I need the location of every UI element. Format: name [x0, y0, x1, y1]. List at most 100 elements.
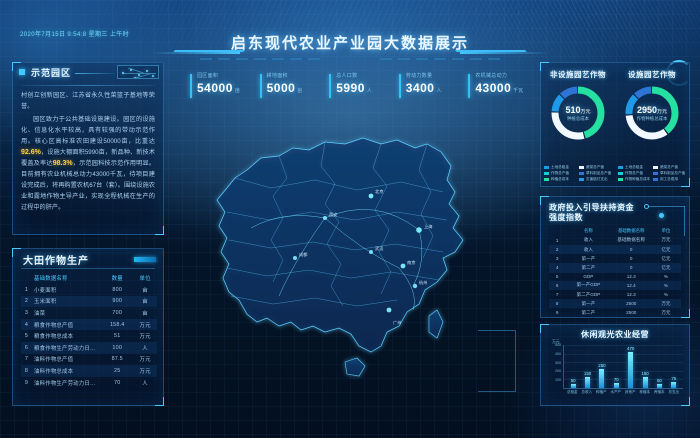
legend-item-0[interactable]: 土地总租金	[618, 165, 651, 170]
crop-cell-name: 油料作物总成本	[32, 365, 102, 377]
gov-cell-name: 第一产	[565, 299, 612, 309]
legend-item-3[interactable]: 草料制品总产值	[579, 171, 612, 176]
legend-swatch	[618, 172, 623, 175]
table-row[interactable]: 2 玉米面积 900 亩	[21, 295, 157, 308]
crop-cell-unit: 万元	[139, 334, 151, 341]
legend-item-2[interactable]: 作物总产值	[618, 171, 651, 176]
header-dashes-left	[200, 58, 320, 60]
table-row[interactable]: 9 油料作物生产劳动力日… 70 人	[21, 377, 157, 389]
gov-cell-name: 第二产GDP	[576, 291, 601, 297]
table-row[interactable]: 7 油料作物总产值 87.5 万元	[21, 354, 157, 366]
table-row[interactable]: 8 油料作物总成本 25 万元	[21, 365, 157, 377]
legend-swatch	[653, 172, 658, 175]
bar-column-4[interactable]: 470	[624, 345, 638, 388]
intro-paragraph-2: 园区致力于公共基础设施建设。园区的设施化、信息化水平较高，具有较强的带动示范作用…	[21, 114, 155, 213]
map-inner-borders	[226, 141, 448, 307]
crop-table-body: 1 小麦面积 800 亩 2 玉米面积 900 亩 3 油菜 700 亩 4 粮食作物总产值 158.4 万元…	[21, 284, 157, 388]
legend-item-5[interactable]: 灾害赔付支出	[579, 177, 612, 182]
kpi-label: 总人口数	[336, 73, 358, 79]
gov-cell-index: 4	[549, 263, 566, 273]
gov-cell-value: 基础数据名称	[617, 237, 645, 243]
gov-cell-name: GDP	[583, 274, 594, 280]
legend-swatch	[544, 166, 549, 169]
crop-header-divider	[21, 268, 155, 269]
y-axis-tick: 500	[555, 343, 561, 347]
bar-column-5[interactable]: 150	[638, 345, 652, 388]
table-row[interactable]: 1 收入 基础数据名称 万元	[549, 236, 681, 245]
donut-value: 2950万元	[636, 104, 668, 115]
gov-table-wrapper[interactable]: 名称 基础数据名称 单位 1 收入 基础数据名称 万元 2 收入 0 亿元 3 第一产 0 亿元 4 第二…	[549, 227, 681, 317]
crop-cell-index: 5	[24, 333, 29, 340]
table-row[interactable]: 3 第一产 0 亿元	[549, 254, 681, 263]
table-row[interactable]: 5 GDP 12.3%	[549, 273, 681, 281]
donut-chart[interactable]: 2950万元 作物种植总成本	[625, 86, 679, 140]
legend-item-0[interactable]: 土地总租金	[544, 165, 577, 170]
donut-sub-label: 作物种植总成本	[636, 115, 668, 121]
y-axis-tick: 300	[555, 360, 561, 365]
kpi-strip: 园区面积 54000 亩耕地面积 5000 亩总人口数 5990 人劳动力数量 3400 人农机…	[190, 72, 538, 102]
crop-cell-name: 粮食作物总成本	[34, 334, 74, 341]
bar-rect	[656, 384, 662, 388]
crop-production-panel: 大田作物生产 基础数据名称 数量 单位 1 小麦面积 800 亩 2 玉米面积 900 亩 3 油…	[12, 248, 164, 406]
gov-cell-index: 8	[549, 299, 566, 309]
donut-chart[interactable]: 510万元 种植总成本	[551, 86, 605, 140]
bar-chart-bars: 50 150 250 70 470 150 50 75	[564, 345, 683, 388]
bar-rect	[599, 369, 605, 388]
donut-svg	[625, 86, 679, 140]
bar-column-3[interactable]: 70	[609, 345, 623, 388]
table-row[interactable]: 6 第一产GDP 12.4%	[549, 280, 681, 290]
table-row[interactable]: 9 第二产 2500 万元	[549, 308, 681, 317]
page-title-text: 启东现代农业产业园大数据展示	[230, 35, 469, 52]
legend-item-3[interactable]: 草料制品总产值	[653, 171, 686, 176]
intro-divider	[21, 85, 155, 86]
legend-item-4[interactable]: 种植总成本	[544, 177, 577, 182]
legend-item-1[interactable]: 蔬菜总产值	[579, 165, 612, 170]
node-ring-icon	[644, 204, 649, 209]
table-row[interactable]: 1 小麦面积 800 亩	[21, 284, 157, 296]
map-shape-group	[216, 137, 464, 377]
kpi-value: 54000	[197, 81, 233, 95]
donut-legend: 土地总租金 蔬菜总产值作物总产值 草料制品总产值作物种植总成本 用工总费用	[618, 165, 686, 182]
legend-swatch	[579, 166, 584, 169]
legend-item-1[interactable]: 蔬菜总产值	[653, 165, 686, 170]
table-row[interactable]: 6 粮食作物生产劳动力日… 100 人	[21, 341, 157, 354]
bar-column-0[interactable]: 50	[566, 345, 580, 388]
legend-item-5[interactable]: 用工总费用	[653, 177, 686, 182]
kpi-item-0: 园区面积 54000 亩	[190, 72, 260, 102]
crop-cell-index: 9	[24, 379, 29, 386]
legend-item-4[interactable]: 作物种植总成本	[618, 177, 651, 182]
title-decor-right	[443, 36, 527, 52]
crop-table: 基础数据名称 数量 单位 1 小麦面积 800 亩 2 玉米面积 900 亩 3 油菜 700 亩 4 粮…	[21, 272, 157, 388]
gov-cell-name: 收入	[583, 237, 593, 243]
table-row[interactable]: 7 第二产GDP 12.3%	[549, 290, 681, 299]
bar-column-1[interactable]: 150	[580, 345, 594, 388]
kpi-value: 5990	[336, 81, 365, 95]
legend-swatch	[579, 178, 584, 181]
bar-rect	[671, 382, 677, 388]
crop-table-wrapper[interactable]: 基础数据名称 数量 单位 1 小麦面积 800 亩 2 玉米面积 900 亩 3 油菜 700 亩 4 粮…	[21, 272, 157, 388]
bar-column-7[interactable]: 75	[667, 345, 681, 388]
table-row[interactable]: 4 粮食作物总产值 158.4 万元	[21, 318, 157, 331]
x-axis-label-5: 种植本	[639, 390, 651, 394]
gov-table: 名称 基础数据名称 单位 1 收入 基础数据名称 万元 2 收入 0 亿元 3 第一产 0 亿元 4 第二…	[549, 227, 681, 317]
kpi-item-2: 总人口数 5990 人	[329, 72, 399, 102]
bar-column-6[interactable]: 50	[652, 345, 666, 388]
table-row[interactable]: 2 收入 0 亿元	[549, 244, 681, 255]
legend-label: 草料制品总产值	[660, 171, 686, 175]
table-row[interactable]: 8 第一产 2500 万元	[549, 299, 681, 309]
legend-item-2[interactable]: 作物总产值	[544, 171, 577, 176]
bar-column-2[interactable]: 250	[595, 345, 609, 388]
legend-label: 作物总产值	[625, 171, 643, 175]
table-row[interactable]: 4 第二产 0 亿元	[549, 263, 681, 273]
intro-panel: 示范园区 村创立创新园区、江苏省永久性菜篮子基地等荣誉。 园区致力于公共基础设施…	[12, 62, 164, 235]
gov-cell-index: 7	[555, 292, 559, 297]
bar-value-label: 250	[598, 363, 606, 369]
intro-paragraph-1: 村创立创新园区、江苏省永久性菜篮子基地等荣誉。	[21, 92, 155, 110]
table-row[interactable]: 3 油菜 700 亩	[21, 307, 157, 319]
title-decor-left	[173, 36, 257, 52]
table-row[interactable]: 5 粮食作物总成本 51 万元	[21, 330, 157, 342]
badge-decor	[134, 257, 156, 262]
government-funding-panel: 政府投入引导扶持资金强度指数 名称 基础数据名称 单位 1 收入 基础数据名称 万元 2…	[540, 196, 690, 318]
square-marker-icon	[19, 69, 25, 75]
china-map[interactable]: 北京 上海 广州 成都 武汉 西安 杭州 南京	[175, 100, 535, 400]
